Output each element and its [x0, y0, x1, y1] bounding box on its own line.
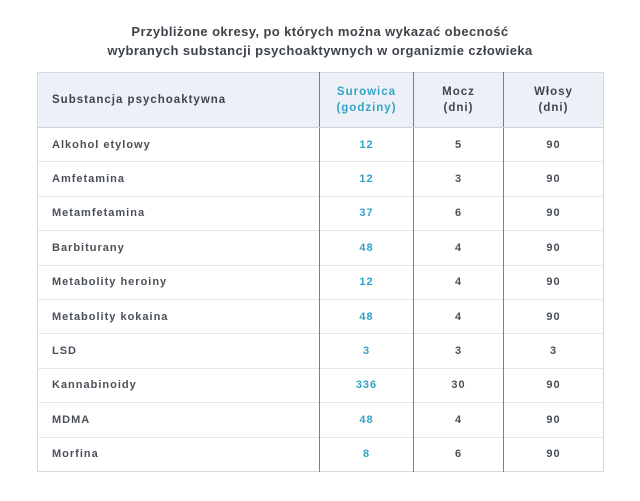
column-header-serum-unit: (godziny) — [336, 102, 397, 114]
serum-cell: 3 — [319, 333, 414, 369]
serum-cell: 12 — [319, 264, 414, 300]
urine-cell: 3 — [413, 161, 504, 197]
hair-cell: 90 — [503, 402, 604, 438]
column-header-hair-unit: (dni) — [538, 102, 569, 114]
serum-cell: 48 — [319, 230, 414, 266]
column-header-hair: Włosy (dni) — [503, 72, 604, 128]
hair-cell: 90 — [503, 230, 604, 266]
table-header: Substancja psychoaktywna Surowica (godzi… — [37, 72, 604, 128]
table-row: Alkohol etylowy 12 5 90 — [37, 127, 604, 162]
column-header-urine-label: Mocz — [442, 86, 475, 98]
urine-cell: 6 — [413, 195, 504, 231]
urine-cell: 5 — [413, 127, 504, 162]
column-header-hair-label: Włosy — [534, 86, 573, 98]
column-header-serum: Surowica (godziny) — [319, 72, 414, 128]
table-row: Morfina 8 6 90 — [37, 436, 604, 472]
hair-cell: 90 — [503, 264, 604, 300]
hair-cell: 90 — [503, 298, 604, 334]
urine-cell: 6 — [413, 436, 504, 472]
hair-cell: 90 — [503, 436, 604, 472]
table-row: Metamfetamina 37 6 90 — [37, 195, 604, 231]
substance-cell: Kannabinoidy — [37, 367, 320, 403]
table-row: Kannabinoidy 336 30 90 — [37, 367, 604, 403]
table-body: Alkohol etylowy 12 5 90 Amfetamina 12 3 … — [37, 127, 604, 472]
header-row: Substancja psychoaktywna Surowica (godzi… — [37, 72, 604, 128]
hair-cell: 3 — [503, 333, 604, 369]
hair-cell: 90 — [503, 367, 604, 403]
table-row: Barbiturany 48 4 90 — [37, 230, 604, 266]
page-title: Przybliżone okresy, po których można wyk… — [0, 0, 640, 60]
substance-cell: LSD — [37, 333, 320, 369]
urine-cell: 4 — [413, 402, 504, 438]
table-row: Metabolity kokaina 48 4 90 — [37, 298, 604, 334]
substance-cell: Amfetamina — [37, 161, 320, 197]
urine-cell: 4 — [413, 298, 504, 334]
substance-cell: Metamfetamina — [37, 195, 320, 231]
serum-cell: 48 — [319, 298, 414, 334]
page-title-line1: Przybliżone okresy, po których można wyk… — [131, 24, 509, 39]
serum-cell: 48 — [319, 402, 414, 438]
page-title-line2: wybranych substancji psychoaktywnych w o… — [107, 43, 533, 58]
hair-cell: 90 — [503, 127, 604, 162]
column-header-serum-label: Surowica — [336, 86, 397, 98]
substance-cell: Morfina — [37, 436, 320, 472]
column-header-urine: Mocz (dni) — [413, 72, 504, 128]
substance-cell: Barbiturany — [37, 230, 320, 266]
hair-cell: 90 — [503, 161, 604, 197]
substance-cell: Metabolity heroiny — [37, 264, 320, 300]
serum-cell: 12 — [319, 127, 414, 162]
serum-cell: 37 — [319, 195, 414, 231]
serum-cell: 12 — [319, 161, 414, 197]
column-header-substance-label: Substancja psychoaktywna — [52, 94, 227, 106]
urine-cell: 3 — [413, 333, 504, 369]
hair-cell: 90 — [503, 195, 604, 231]
urine-cell: 4 — [413, 230, 504, 266]
column-header-substance: Substancja psychoaktywna — [37, 72, 320, 128]
urine-cell: 4 — [413, 264, 504, 300]
column-header-urine-unit: (dni) — [443, 102, 474, 114]
table-row: Amfetamina 12 3 90 — [37, 161, 604, 197]
serum-cell: 8 — [319, 436, 414, 472]
substance-detection-table: Substancja psychoaktywna Surowica (godzi… — [37, 72, 604, 472]
urine-cell: 30 — [413, 367, 504, 403]
substance-cell: Metabolity kokaina — [37, 298, 320, 334]
serum-cell: 336 — [319, 367, 414, 403]
substance-cell: Alkohol etylowy — [37, 127, 320, 162]
table-row: MDMA 48 4 90 — [37, 402, 604, 438]
table-row: Metabolity heroiny 12 4 90 — [37, 264, 604, 300]
table-row: LSD 3 3 3 — [37, 333, 604, 369]
substance-cell: MDMA — [37, 402, 320, 438]
